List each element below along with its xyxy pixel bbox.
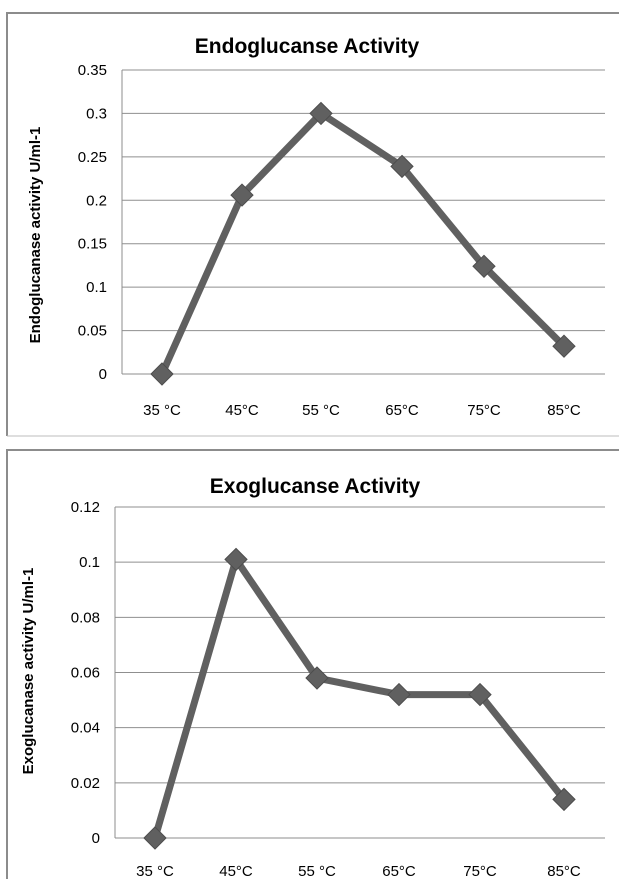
chart-title: Endoglucanse Activity <box>195 35 420 58</box>
chart-exoglucanase: Exoglucanse Activity Exoglucanase activi… <box>6 449 619 879</box>
y-tick-label: 0.1 <box>79 554 100 571</box>
x-tick-label: 75°C <box>463 863 497 879</box>
y-tick-label: 0.1 <box>86 279 107 296</box>
series-line <box>158 109 568 378</box>
data-point-marker <box>305 666 329 690</box>
y-tick-label: 0.12 <box>71 499 100 516</box>
y-tick-label: 0 <box>99 366 107 383</box>
y-tick-label: 0.3 <box>86 105 107 122</box>
series-line <box>151 555 568 842</box>
y-tick-label: 0.08 <box>71 609 100 626</box>
data-point-marker <box>390 154 414 179</box>
y-tick-label: 0.06 <box>71 665 100 682</box>
y-tick-label: 0.02 <box>71 775 100 792</box>
y-tick-label: 0.35 <box>78 62 107 79</box>
data-point-marker <box>150 362 174 386</box>
chart-endoglucanase: Endoglucanse Activity Endoglucanase acti… <box>6 12 619 437</box>
data-point-marker <box>387 682 411 707</box>
y-tick-label: 0.05 <box>78 323 107 340</box>
y-tick-label: 0.2 <box>86 192 107 209</box>
data-point-marker <box>230 183 254 207</box>
data-point-marker <box>224 547 248 572</box>
y-axis-title: Endoglucanase activity U/ml-1 <box>27 127 44 344</box>
data-point-marker <box>552 334 576 358</box>
data-point-marker <box>143 826 167 850</box>
x-tick-label: 45°C <box>225 402 259 419</box>
x-tick-label: 55 °C <box>302 402 340 419</box>
plot-area: 0 0.05 0.1 0.15 0.2 0.25 0.3 0.35 35 °C 45°C 55 °C… <box>78 62 605 419</box>
chart-frame <box>6 12 619 436</box>
x-tick-label: 35 °C <box>143 402 181 419</box>
plot-area: 0 0.02 0.04 0.06 0.08 0.1 0.12 35 °C 45°C 55 °C 65… <box>71 499 605 879</box>
data-point-marker <box>309 101 333 126</box>
y-tick-label: 0.15 <box>78 236 107 253</box>
x-tick-label: 45°C <box>219 863 253 879</box>
x-tick-label: 65°C <box>385 402 419 419</box>
chart-title: Exoglucanse Activity <box>210 475 421 498</box>
y-tick-label: 0 <box>92 830 100 847</box>
x-tick-label: 65°C <box>382 863 416 879</box>
x-tick-label: 55 °C <box>298 863 336 879</box>
data-point-marker <box>472 254 496 279</box>
y-axis-title: Exoglucanase activity U/ml-1 <box>20 568 37 775</box>
data-point-marker <box>468 682 492 707</box>
data-point-marker <box>552 787 576 812</box>
x-tick-label: 85°C <box>547 402 581 419</box>
y-tick-label: 0.04 <box>71 720 100 737</box>
chart-frame <box>6 449 619 879</box>
x-tick-label: 35 °C <box>136 863 174 879</box>
x-tick-label: 75°C <box>467 402 501 419</box>
x-tick-label: 85°C <box>547 863 581 879</box>
y-tick-label: 0.25 <box>78 149 107 166</box>
